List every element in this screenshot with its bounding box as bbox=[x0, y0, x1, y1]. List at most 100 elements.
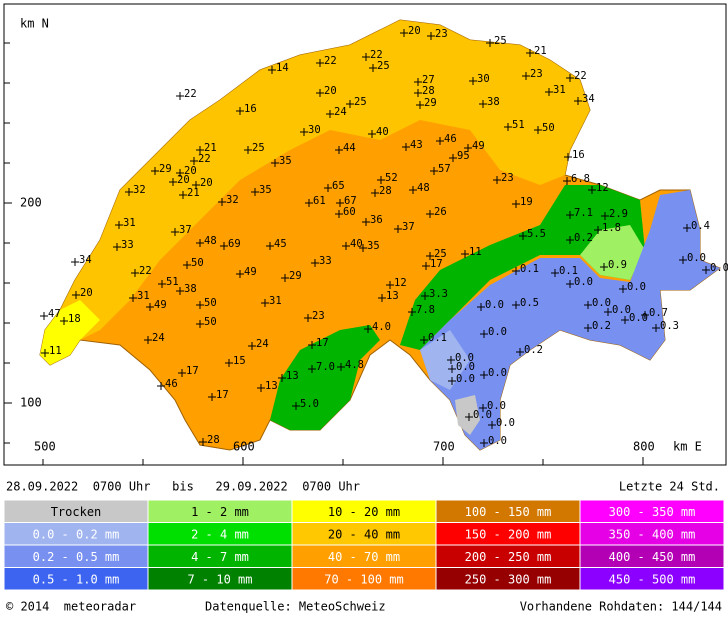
station-marker bbox=[619, 285, 627, 293]
legend-label: Trocken bbox=[51, 505, 102, 519]
station-value: 35 bbox=[279, 155, 292, 167]
station-value: 33 bbox=[319, 255, 332, 267]
station-value: 12 bbox=[596, 182, 609, 194]
station-marker bbox=[257, 384, 265, 392]
station-marker bbox=[512, 301, 520, 309]
station-value: 0.2 bbox=[574, 232, 593, 244]
station-value: 21 bbox=[534, 45, 547, 57]
legend-label: 20 - 40 mm bbox=[328, 527, 400, 541]
station-value: 25 bbox=[494, 35, 507, 47]
station-marker bbox=[416, 101, 424, 109]
legend-label: 0.2 - 0.5 mm bbox=[33, 550, 120, 564]
station-marker bbox=[236, 270, 244, 278]
station-marker bbox=[196, 301, 204, 309]
station-marker bbox=[268, 66, 276, 74]
station-marker bbox=[335, 210, 343, 218]
station-marker bbox=[563, 177, 571, 185]
station-marker bbox=[271, 159, 279, 167]
station-marker bbox=[430, 167, 438, 175]
station-marker bbox=[402, 143, 410, 151]
station-value: 21 bbox=[187, 187, 200, 199]
station-marker bbox=[364, 325, 372, 333]
station-value: 7.0 bbox=[316, 361, 335, 373]
station-marker bbox=[316, 59, 324, 67]
station-value: 33 bbox=[121, 239, 134, 251]
station-value: 0.1 bbox=[520, 263, 539, 275]
station-value: 49 bbox=[154, 299, 167, 311]
axis-label: 700 bbox=[433, 440, 455, 454]
station-marker bbox=[409, 186, 417, 194]
station-value: 13 bbox=[386, 290, 399, 302]
station-marker bbox=[115, 221, 123, 229]
station-value: 35 bbox=[259, 184, 272, 196]
station-marker bbox=[584, 324, 592, 332]
station-value: 25 bbox=[377, 60, 390, 72]
station-value: 22 bbox=[139, 265, 152, 277]
legend-label: 100 - 150 mm bbox=[465, 505, 552, 519]
station-marker bbox=[179, 191, 187, 199]
station-value: 28 bbox=[207, 434, 220, 446]
station-value: 16 bbox=[244, 103, 257, 115]
station-marker bbox=[601, 212, 609, 220]
legend-label: 350 - 400 mm bbox=[609, 527, 696, 541]
station-value: 31 bbox=[137, 290, 150, 302]
station-value: 12 bbox=[394, 277, 407, 289]
station-marker bbox=[146, 303, 154, 311]
station-marker bbox=[564, 153, 572, 161]
station-marker bbox=[600, 263, 608, 271]
station-value: 22 bbox=[324, 55, 337, 67]
station-value: 28 bbox=[379, 185, 392, 197]
station-value: 34 bbox=[582, 93, 595, 105]
station-marker bbox=[493, 176, 501, 184]
station-marker bbox=[248, 342, 256, 350]
axis-label: km E bbox=[673, 440, 702, 454]
station-value: 32 bbox=[226, 194, 239, 206]
legend-label: 150 - 200 mm bbox=[465, 527, 552, 541]
station-value: 37 bbox=[402, 221, 415, 233]
axis-label: km N bbox=[20, 17, 49, 31]
legend-swatch bbox=[579, 567, 725, 591]
station-value: 25 bbox=[434, 248, 447, 260]
station-value: 0.0 bbox=[592, 297, 611, 309]
station-marker bbox=[131, 269, 139, 277]
axis-label: 500 bbox=[34, 440, 56, 454]
station-value: 0.2 bbox=[592, 320, 611, 332]
tick-marks bbox=[4, 42, 644, 465]
station-marker bbox=[362, 218, 370, 226]
station-value: 57 bbox=[438, 163, 451, 175]
station-marker bbox=[244, 146, 252, 154]
axis-label: 100 bbox=[20, 396, 42, 410]
station-value: 25 bbox=[354, 96, 367, 108]
station-value: 22 bbox=[198, 153, 211, 165]
station-marker bbox=[266, 242, 274, 250]
station-value: 19 bbox=[520, 196, 533, 208]
range: Letzte 24 Std. bbox=[619, 480, 720, 494]
station-value: 5.5 bbox=[527, 228, 546, 240]
legend-label: 40 - 70 mm bbox=[328, 550, 400, 564]
legend-label: 450 - 500 mm bbox=[609, 572, 696, 586]
station-marker bbox=[378, 294, 386, 302]
station-marker bbox=[157, 382, 165, 390]
station-marker bbox=[377, 176, 385, 184]
station-value: 0.0 bbox=[488, 367, 507, 379]
station-marker bbox=[652, 324, 660, 332]
station-marker bbox=[178, 369, 186, 377]
station-value: 0.0 bbox=[456, 373, 475, 385]
light-yellow-area bbox=[40, 300, 100, 365]
station-value: 11 bbox=[469, 246, 482, 258]
station-marker bbox=[426, 210, 434, 218]
station-value: 32 bbox=[133, 184, 146, 196]
station-value: 22 bbox=[574, 70, 587, 82]
station-value: 95 bbox=[457, 150, 470, 162]
station-marker bbox=[308, 365, 316, 373]
station-marker bbox=[208, 393, 216, 401]
station-marker bbox=[421, 292, 429, 300]
station-value: 22 bbox=[184, 88, 197, 100]
station-value: 49 bbox=[244, 266, 257, 278]
legend-label: 0.5 - 1.0 mm bbox=[33, 572, 120, 586]
station-marker bbox=[522, 72, 530, 80]
station-value: 20 bbox=[408, 25, 421, 37]
legend-label: 7 - 10 mm bbox=[187, 572, 252, 586]
station-value: 34 bbox=[79, 254, 92, 266]
